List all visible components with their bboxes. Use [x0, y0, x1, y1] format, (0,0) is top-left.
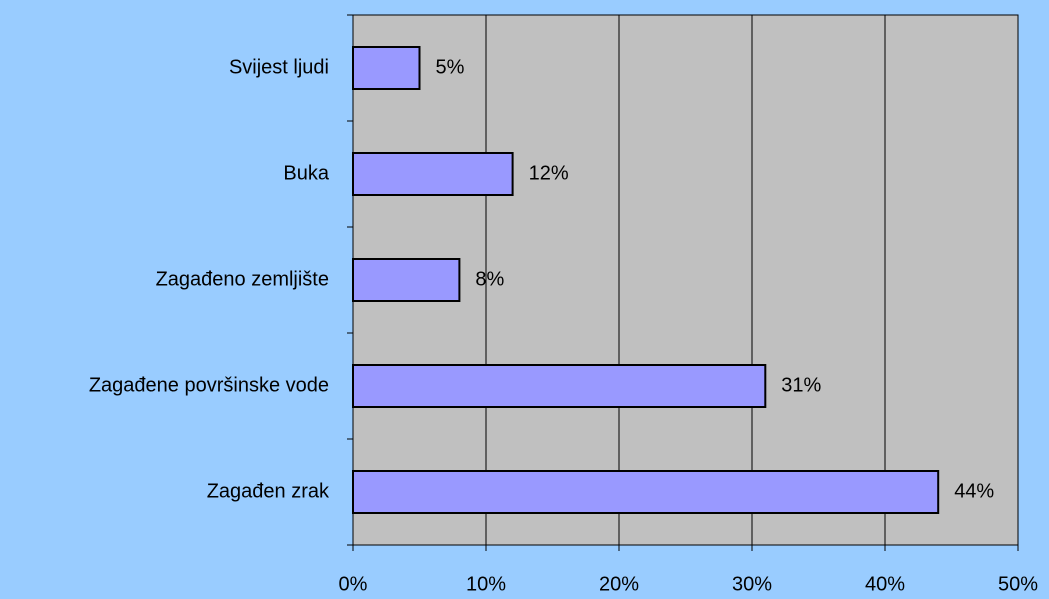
data-label: 5% — [436, 56, 465, 78]
y-tick-label: Zagađeno zemljište — [156, 268, 329, 290]
x-tick-label: 30% — [732, 573, 772, 595]
y-tick-label: Zagađene površinske vode — [89, 374, 329, 396]
x-tick-label: 20% — [599, 573, 639, 595]
data-label: 31% — [781, 374, 821, 396]
bar — [352, 364, 767, 408]
bar — [352, 470, 940, 514]
y-tick-label: Zagađen zrak — [207, 480, 330, 502]
data-label: 8% — [475, 268, 504, 290]
x-tick-label: 0% — [339, 573, 368, 595]
bar — [352, 258, 461, 302]
data-label: 44% — [954, 480, 994, 502]
y-tick-label: Buka — [283, 162, 329, 184]
data-label: 12% — [529, 162, 569, 184]
x-tick-label: 50% — [998, 573, 1038, 595]
y-tick-label: Svijest ljudi — [229, 56, 329, 78]
x-tick-label: 40% — [865, 573, 905, 595]
bar — [352, 152, 514, 196]
x-tick-label: 10% — [466, 573, 506, 595]
bar — [352, 46, 421, 90]
plot-area — [352, 14, 1019, 546]
